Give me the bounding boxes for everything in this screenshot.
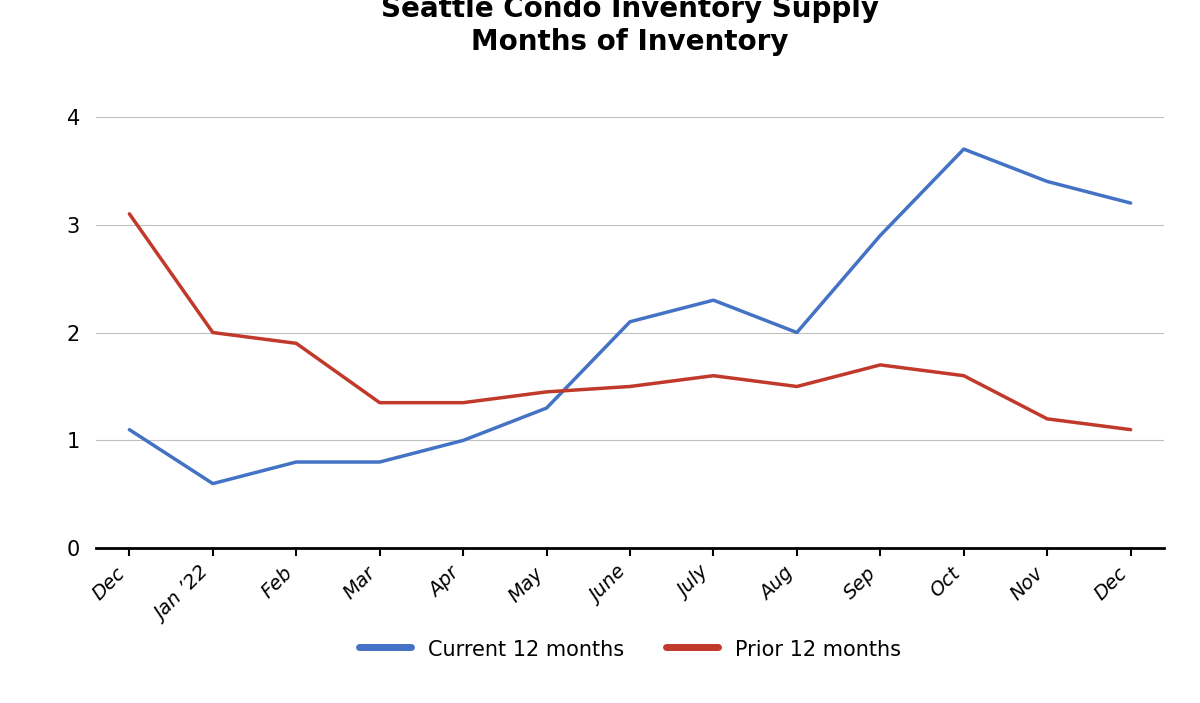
Prior 12 months <box>623 382 637 391</box>
Current 12 months <box>1040 177 1055 186</box>
Prior 12 months <box>1123 425 1138 434</box>
Prior 12 months <box>790 382 804 391</box>
Title: Seattle Condo Inventory Supply
Months of Inventory: Seattle Condo Inventory Supply Months of… <box>382 0 878 56</box>
Current 12 months <box>289 458 304 466</box>
Prior 12 months <box>539 387 553 396</box>
Current 12 months <box>372 458 386 466</box>
Current 12 months <box>707 296 721 304</box>
Legend: Current 12 months, Prior 12 months: Current 12 months, Prior 12 months <box>352 629 908 668</box>
Prior 12 months <box>956 371 971 380</box>
Prior 12 months <box>874 361 888 369</box>
Line: Prior 12 months: Prior 12 months <box>130 214 1130 430</box>
Prior 12 months <box>707 371 721 380</box>
Current 12 months <box>790 328 804 337</box>
Prior 12 months <box>456 399 470 407</box>
Prior 12 months <box>289 339 304 347</box>
Prior 12 months <box>1040 415 1055 423</box>
Current 12 months <box>956 145 971 153</box>
Current 12 months <box>874 231 888 240</box>
Line: Current 12 months: Current 12 months <box>130 149 1130 484</box>
Current 12 months <box>1123 199 1138 207</box>
Prior 12 months <box>205 328 220 337</box>
Prior 12 months <box>122 209 137 218</box>
Current 12 months <box>539 404 553 412</box>
Current 12 months <box>456 437 470 445</box>
Current 12 months <box>205 479 220 488</box>
Current 12 months <box>122 425 137 434</box>
Prior 12 months <box>372 399 386 407</box>
Current 12 months <box>623 318 637 326</box>
